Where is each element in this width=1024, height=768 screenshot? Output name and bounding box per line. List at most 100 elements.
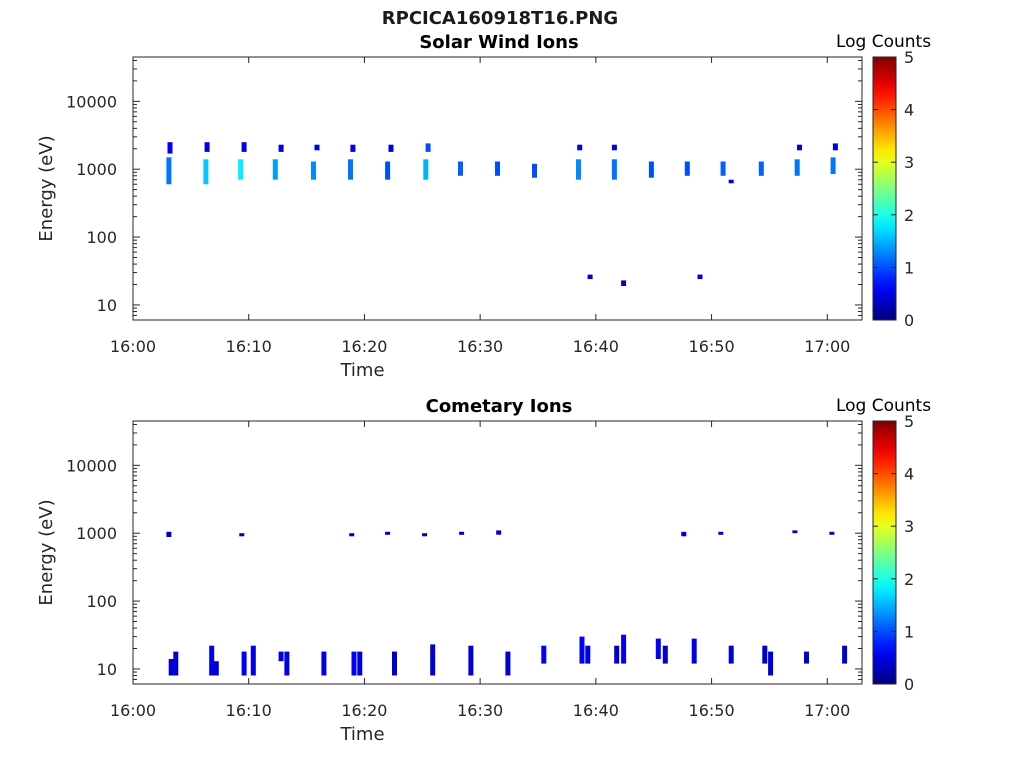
data-cell	[792, 530, 798, 534]
x-tick-label: 16:40	[573, 701, 619, 720]
data-cell	[728, 645, 734, 664]
data-cell	[250, 645, 256, 676]
data-cell	[272, 159, 278, 180]
data-cell	[423, 159, 429, 180]
colorbar-label: Log Counts	[836, 32, 931, 52]
plot-area	[133, 57, 862, 320]
data-cell	[495, 161, 500, 176]
data-cell	[691, 638, 697, 664]
data-cell	[350, 144, 356, 152]
data-cell	[842, 645, 848, 664]
data-cell	[541, 645, 547, 664]
data-cell	[241, 142, 247, 152]
y-axis-label: Energy (eV)	[36, 499, 57, 605]
data-cell	[166, 531, 172, 537]
x-tick-label: 17:00	[804, 337, 850, 356]
x-axis-label: Time	[339, 360, 384, 381]
data-cell	[392, 651, 397, 676]
data-cell	[768, 651, 774, 676]
x-tick-label: 16:50	[689, 701, 735, 720]
data-cell	[648, 161, 654, 178]
data-cell	[239, 533, 245, 537]
data-cell	[459, 531, 465, 535]
x-axis-label: Time	[339, 724, 384, 745]
y-tick-label: 10	[97, 660, 117, 679]
data-cell	[797, 144, 802, 151]
data-cell	[166, 157, 172, 185]
data-cell	[579, 636, 585, 664]
data-cell	[385, 531, 391, 535]
colorbar-tick-label: 5	[904, 48, 914, 67]
colorbar-tick-label: 1	[904, 258, 914, 277]
y-tick-label: 100	[86, 228, 117, 247]
data-cell	[505, 651, 511, 676]
plot-area	[133, 421, 862, 684]
colorbar-tick-label: 4	[904, 101, 914, 120]
data-cell	[351, 651, 357, 676]
data-cell	[321, 651, 327, 676]
data-cell	[830, 157, 836, 174]
x-tick-label: 16:40	[573, 337, 619, 356]
data-cell	[804, 651, 809, 664]
colorbar-tick-label: 5	[904, 412, 914, 431]
axes-frame	[132, 56, 863, 321]
x-tick-label: 16:30	[457, 337, 503, 356]
colorbar-tick-label: 2	[904, 206, 914, 225]
data-cell	[311, 161, 316, 180]
data-cell	[357, 651, 363, 676]
colorbar	[872, 420, 897, 685]
data-cell	[385, 161, 391, 180]
data-cell	[284, 651, 290, 676]
panel-solar-wind: 16:00 16:10 16:20 16:30 16:40 16:50 17:0010100…	[36, 32, 931, 381]
data-cell	[203, 159, 209, 185]
data-cell	[681, 531, 687, 537]
data-cell	[718, 531, 724, 535]
data-cell	[758, 161, 764, 176]
data-cell	[621, 280, 627, 286]
data-cell	[314, 144, 320, 151]
colorbar-tick-label: 0	[904, 675, 914, 694]
data-cell	[832, 143, 838, 151]
x-tick-label: 16:50	[689, 337, 735, 356]
colorbar-tick-label: 2	[904, 570, 914, 589]
data-cell	[532, 163, 537, 178]
data-cell	[238, 159, 244, 180]
colorbar-tick-label: 3	[904, 153, 914, 172]
data-cell	[468, 645, 474, 676]
colorbar-tick-label: 0	[904, 311, 914, 330]
x-tick-label: 16:30	[457, 701, 503, 720]
data-cell	[388, 144, 394, 152]
data-cell	[577, 144, 583, 151]
data-cell	[829, 531, 835, 535]
axes-frame	[132, 420, 863, 685]
data-cell	[585, 645, 591, 664]
colorbar	[872, 56, 897, 321]
data-cell	[213, 661, 219, 676]
data-cell	[173, 651, 179, 676]
data-cell	[209, 645, 215, 676]
panel-cometary: 16:00 16:10 16:20 16:30 16:40 16:50 17:0010100…	[36, 396, 931, 745]
colorbar-tick-label: 3	[904, 517, 914, 536]
data-cell	[168, 659, 174, 676]
data-cell	[422, 533, 428, 537]
x-tick-label: 16:10	[226, 337, 272, 356]
data-cell	[278, 651, 284, 662]
colorbar-tick-label: 1	[904, 622, 914, 641]
data-cell	[204, 142, 210, 152]
x-tick-label: 16:00	[110, 701, 156, 720]
data-cell	[697, 274, 703, 280]
data-cell	[720, 161, 726, 176]
data-cell	[621, 634, 627, 664]
data-cell	[614, 645, 620, 664]
data-cell	[348, 159, 353, 180]
data-cell	[241, 651, 247, 676]
panel-title: Solar Wind Ions	[419, 32, 578, 53]
data-cell	[794, 159, 800, 176]
colorbar-label: Log Counts	[836, 396, 931, 416]
data-cell	[662, 645, 668, 664]
data-cell	[587, 274, 593, 280]
data-cell	[278, 144, 284, 152]
figure-title: RPCICA160918T16.PNG	[381, 8, 619, 29]
x-tick-label: 16:10	[226, 701, 272, 720]
